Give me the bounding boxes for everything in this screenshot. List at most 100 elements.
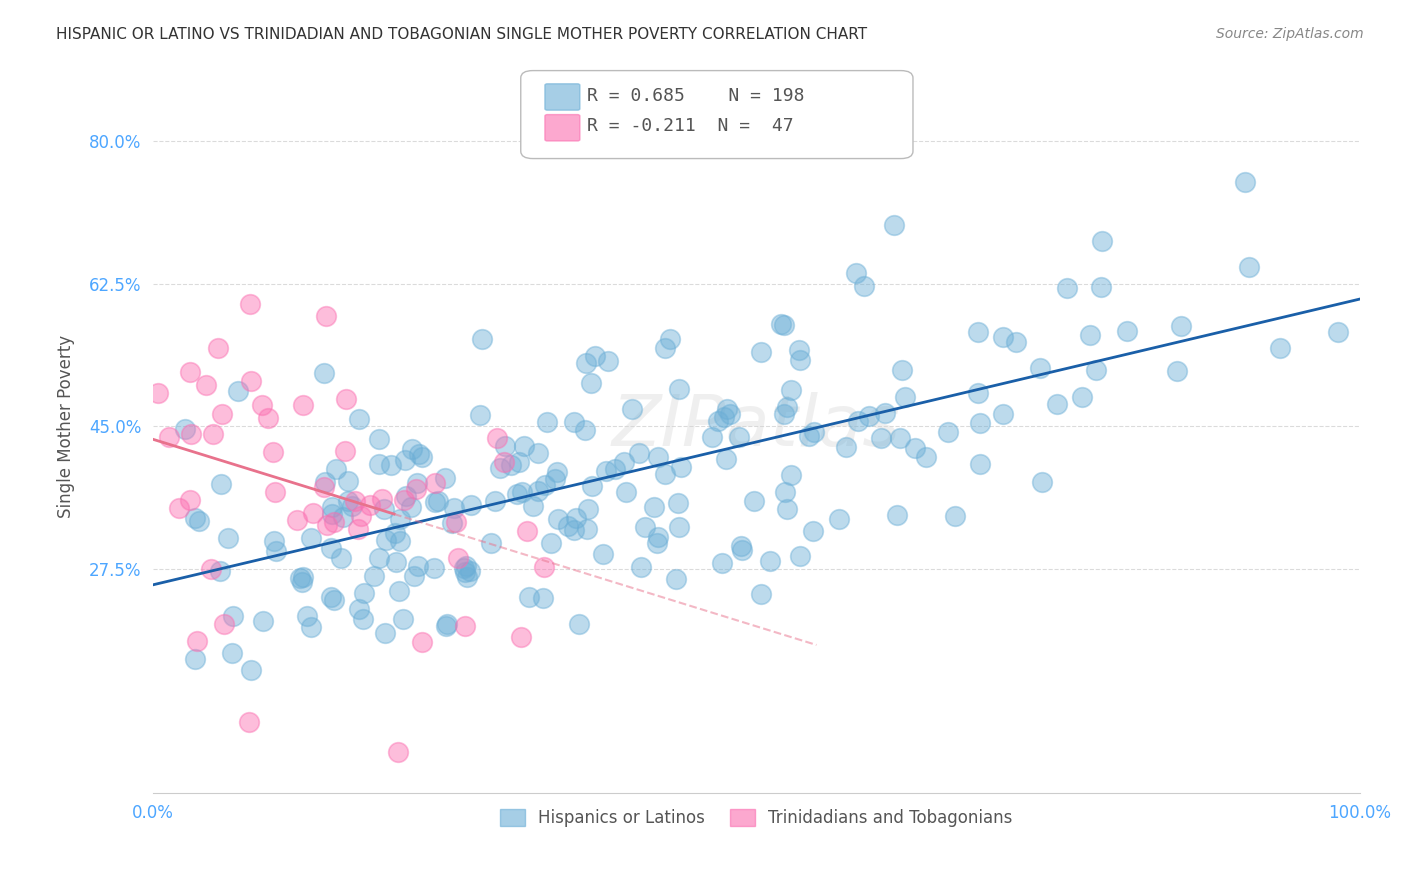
Point [510, 485, 533, 500]
Point [769, 317, 792, 331]
Point [408, 447, 430, 461]
Point [292, 570, 315, 584]
Point [425, 494, 447, 508]
Point [669, 459, 692, 474]
Point [1091, 235, 1114, 249]
Point [423, 475, 446, 490]
Point [408, 558, 430, 573]
Point [547, 512, 569, 526]
Point [562, 523, 585, 537]
Point [479, 535, 502, 549]
Point [314, 366, 336, 380]
Point [337, 474, 360, 488]
Point [1031, 475, 1053, 489]
Point [380, 458, 402, 472]
Point [238, 715, 260, 730]
Point [350, 509, 373, 524]
Point [522, 499, 544, 513]
Point [969, 457, 991, 471]
Point [598, 353, 620, 368]
Point [221, 647, 243, 661]
Point [749, 587, 772, 601]
Point [505, 486, 527, 500]
Point [353, 586, 375, 600]
Point [789, 549, 811, 564]
Point [184, 652, 207, 666]
Point [993, 407, 1015, 421]
Point [527, 484, 550, 499]
Point [401, 442, 423, 457]
Point [367, 550, 389, 565]
Point [371, 491, 394, 506]
Point [411, 450, 433, 464]
Point [526, 446, 548, 460]
Point [389, 512, 412, 526]
Point [579, 376, 602, 390]
Point [385, 555, 408, 569]
Point [368, 457, 391, 471]
Point [302, 507, 325, 521]
Point [716, 452, 738, 467]
Point [846, 414, 869, 428]
Point [835, 440, 858, 454]
Point [173, 422, 195, 436]
Point [516, 524, 538, 538]
FancyBboxPatch shape [546, 114, 579, 141]
Point [749, 345, 772, 359]
Point [454, 559, 477, 574]
Point [758, 554, 780, 568]
Text: R = 0.685    N = 198: R = 0.685 N = 198 [588, 87, 804, 104]
Point [315, 309, 337, 323]
Point [889, 431, 911, 445]
Point [292, 398, 315, 412]
Point [443, 501, 465, 516]
Point [373, 501, 395, 516]
Point [157, 430, 180, 444]
Point [499, 458, 522, 472]
Point [630, 560, 652, 574]
Point [454, 619, 477, 633]
Text: R = -0.211  N =  47: R = -0.211 N = 47 [588, 118, 794, 136]
Point [349, 602, 371, 616]
Point [359, 498, 381, 512]
Point [470, 408, 492, 422]
Point [886, 508, 908, 522]
Point [1090, 279, 1112, 293]
Point [484, 494, 506, 508]
Point [368, 432, 391, 446]
Point [440, 516, 463, 530]
Point [1239, 260, 1261, 274]
Point [169, 501, 191, 516]
Point [195, 378, 218, 392]
Point [557, 519, 579, 533]
Point [352, 612, 374, 626]
Point [333, 443, 356, 458]
Point [713, 410, 735, 425]
Point [780, 383, 803, 397]
Point [426, 494, 449, 508]
Point [321, 590, 343, 604]
Point [915, 450, 938, 465]
Point [444, 515, 467, 529]
Point [288, 571, 311, 585]
Y-axis label: Single Mother Poverty: Single Mother Poverty [58, 334, 75, 517]
Point [399, 500, 422, 514]
Point [252, 398, 274, 412]
Point [853, 279, 876, 293]
Point [536, 415, 558, 429]
Point [891, 363, 914, 377]
Point [208, 565, 231, 579]
Point [180, 426, 202, 441]
Point [936, 425, 959, 439]
Point [495, 439, 517, 453]
Point [873, 406, 896, 420]
Point [395, 490, 418, 504]
Point [329, 551, 352, 566]
Point [668, 520, 690, 534]
Point [1056, 281, 1078, 295]
FancyBboxPatch shape [520, 70, 912, 159]
Point [1116, 324, 1139, 338]
Point [647, 530, 669, 544]
Point [485, 431, 508, 445]
Point [453, 560, 475, 574]
